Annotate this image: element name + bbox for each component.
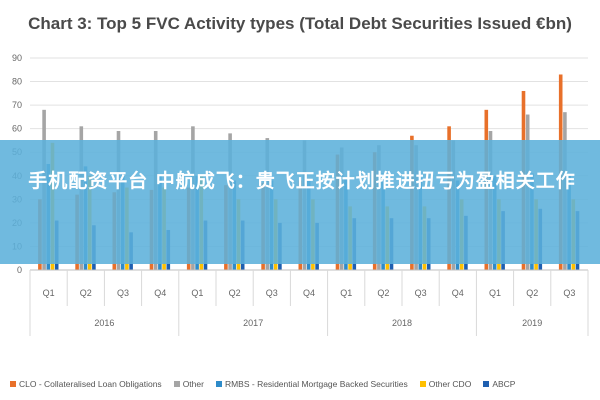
x-tick-label: Q2 <box>526 288 538 298</box>
legend-swatch <box>215 381 222 387</box>
legend-swatch <box>483 381 490 387</box>
legend-label: Other <box>182 379 204 389</box>
chart-legend: CLO - Collateralised Loan Obligations Oth… <box>10 379 600 389</box>
legend-label: ABCP <box>492 379 516 389</box>
x-tick-label: Q1 <box>340 288 352 298</box>
overlay-banner-text[interactable]: 手机配资平台 中航成飞：贵飞正按计划推进扭亏为盈相关工作 <box>28 170 576 192</box>
legend-item: RMBS - Residential Mortgage Backed Secur… <box>215 379 408 389</box>
x-tick-label: Q3 <box>563 288 575 298</box>
y-tick-label: 60 <box>12 124 22 134</box>
x-tick-label: Q2 <box>229 288 241 298</box>
overlay-banner[interactable]: 手机配资平台 中航成飞：贵飞正按计划推进扭亏为盈相关工作 <box>0 140 600 264</box>
x-tick-label: Q3 <box>415 288 427 298</box>
legend-label: Other CDO <box>428 379 472 389</box>
y-tick-label: 70 <box>12 100 22 110</box>
y-tick-label: 0 <box>17 265 22 275</box>
x-group-label: 2017 <box>243 318 263 328</box>
legend-swatch <box>10 381 16 387</box>
legend-swatch <box>173 381 180 387</box>
legend-swatch <box>419 381 426 387</box>
x-group-label: 2016 <box>94 318 114 328</box>
y-tick-label: 80 <box>12 77 22 87</box>
x-tick-label: Q1 <box>43 288 55 298</box>
legend-item: ABCP <box>483 379 515 389</box>
legend-item: Other <box>173 379 204 389</box>
chart-title: Chart 3: Top 5 FVC Activity types (Total… <box>28 14 572 33</box>
x-tick-label: Q3 <box>117 288 129 298</box>
x-tick-label: Q2 <box>377 288 389 298</box>
legend-item: Other CDO <box>419 379 472 389</box>
x-tick-label: Q2 <box>80 288 92 298</box>
legend-item: CLO - Collateralised Loan Obligations <box>10 379 162 389</box>
legend-label: RMBS - Residential Mortgage Backed Secur… <box>224 379 408 389</box>
x-group-label: 2018 <box>392 318 412 328</box>
x-tick-label: Q3 <box>266 288 278 298</box>
x-tick-label: Q4 <box>154 288 166 298</box>
legend-label: CLO - Collateralised Loan Obligations <box>19 379 162 389</box>
x-tick-label: Q4 <box>303 288 315 298</box>
x-group-label: 2019 <box>522 318 542 328</box>
x-tick-label: Q1 <box>489 288 501 298</box>
x-tick-label: Q1 <box>191 288 203 298</box>
x-tick-label: Q4 <box>452 288 464 298</box>
y-tick-label: 90 <box>12 53 22 63</box>
